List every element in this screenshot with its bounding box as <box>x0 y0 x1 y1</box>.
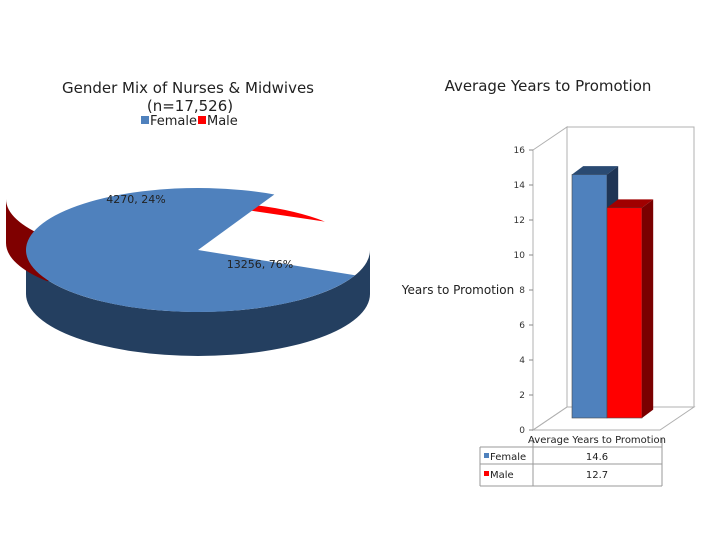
bar-top-female <box>572 166 619 175</box>
legend-label-male: Male <box>207 114 238 129</box>
y-tick-label: 16 <box>514 146 526 156</box>
pie-title-line-1: Gender Mix of Nurses & Midwives <box>62 79 314 97</box>
bar-front-female <box>571 174 608 419</box>
data-table: Average Years to Promotion Female 14.6 M… <box>479 435 666 487</box>
bar-front-male <box>606 207 643 419</box>
y-tick-label: 8 <box>519 286 525 296</box>
y-tick-label: 12 <box>514 216 525 226</box>
legend-label-female: Female <box>150 114 197 129</box>
table-header: Average Years to Promotion <box>528 435 666 446</box>
bar-side-wall <box>532 126 568 431</box>
y-tick-label: 4 <box>519 356 525 366</box>
bar-top-male <box>607 199 654 208</box>
pie-female-side <box>26 250 370 356</box>
y-tick-label: 0 <box>519 426 525 436</box>
y-tick-label: 6 <box>519 321 525 331</box>
table-row-male-name: Male <box>490 470 514 481</box>
y-tick-label: 14 <box>514 181 526 191</box>
table-swatch-female <box>484 453 489 458</box>
legend-swatch-male <box>198 116 206 124</box>
bars <box>571 166 654 419</box>
table-row-female-name: Female <box>490 452 526 463</box>
bar-side-male <box>642 199 654 418</box>
pie-title-line-2: (n=17,526) <box>147 97 233 115</box>
y-axis-label: Years to Promotion <box>401 283 514 297</box>
y-axis-ticks: 0 2 4 6 8 10 12 14 16 <box>514 146 533 436</box>
bar-chart: Average Years to Promotion 0 2 4 6 8 10 12 14 16… <box>401 77 696 487</box>
pie-legend: Female Male <box>141 114 238 129</box>
pie-label-female: 13256, 76% <box>227 258 293 271</box>
table-row-female-value: 14.6 <box>586 452 608 463</box>
bar-chart-walls <box>531 126 696 431</box>
pie-slices <box>6 188 370 356</box>
bar-title: Average Years to Promotion <box>445 77 652 95</box>
table-swatch-male <box>484 471 489 476</box>
bar-male <box>606 199 654 419</box>
bar-floor <box>531 406 696 431</box>
pie-chart: Gender Mix of Nurses & Midwives (n=17,52… <box>6 79 370 356</box>
pie-male-top <box>47 199 325 238</box>
table-row-male-value: 12.7 <box>586 470 608 481</box>
pie-label-male: 4270, 24% <box>106 193 165 206</box>
y-tick-label: 2 <box>519 391 525 401</box>
pie-female-top <box>26 188 356 312</box>
legend-swatch-female <box>141 116 149 124</box>
y-tick-label: 10 <box>514 251 526 261</box>
